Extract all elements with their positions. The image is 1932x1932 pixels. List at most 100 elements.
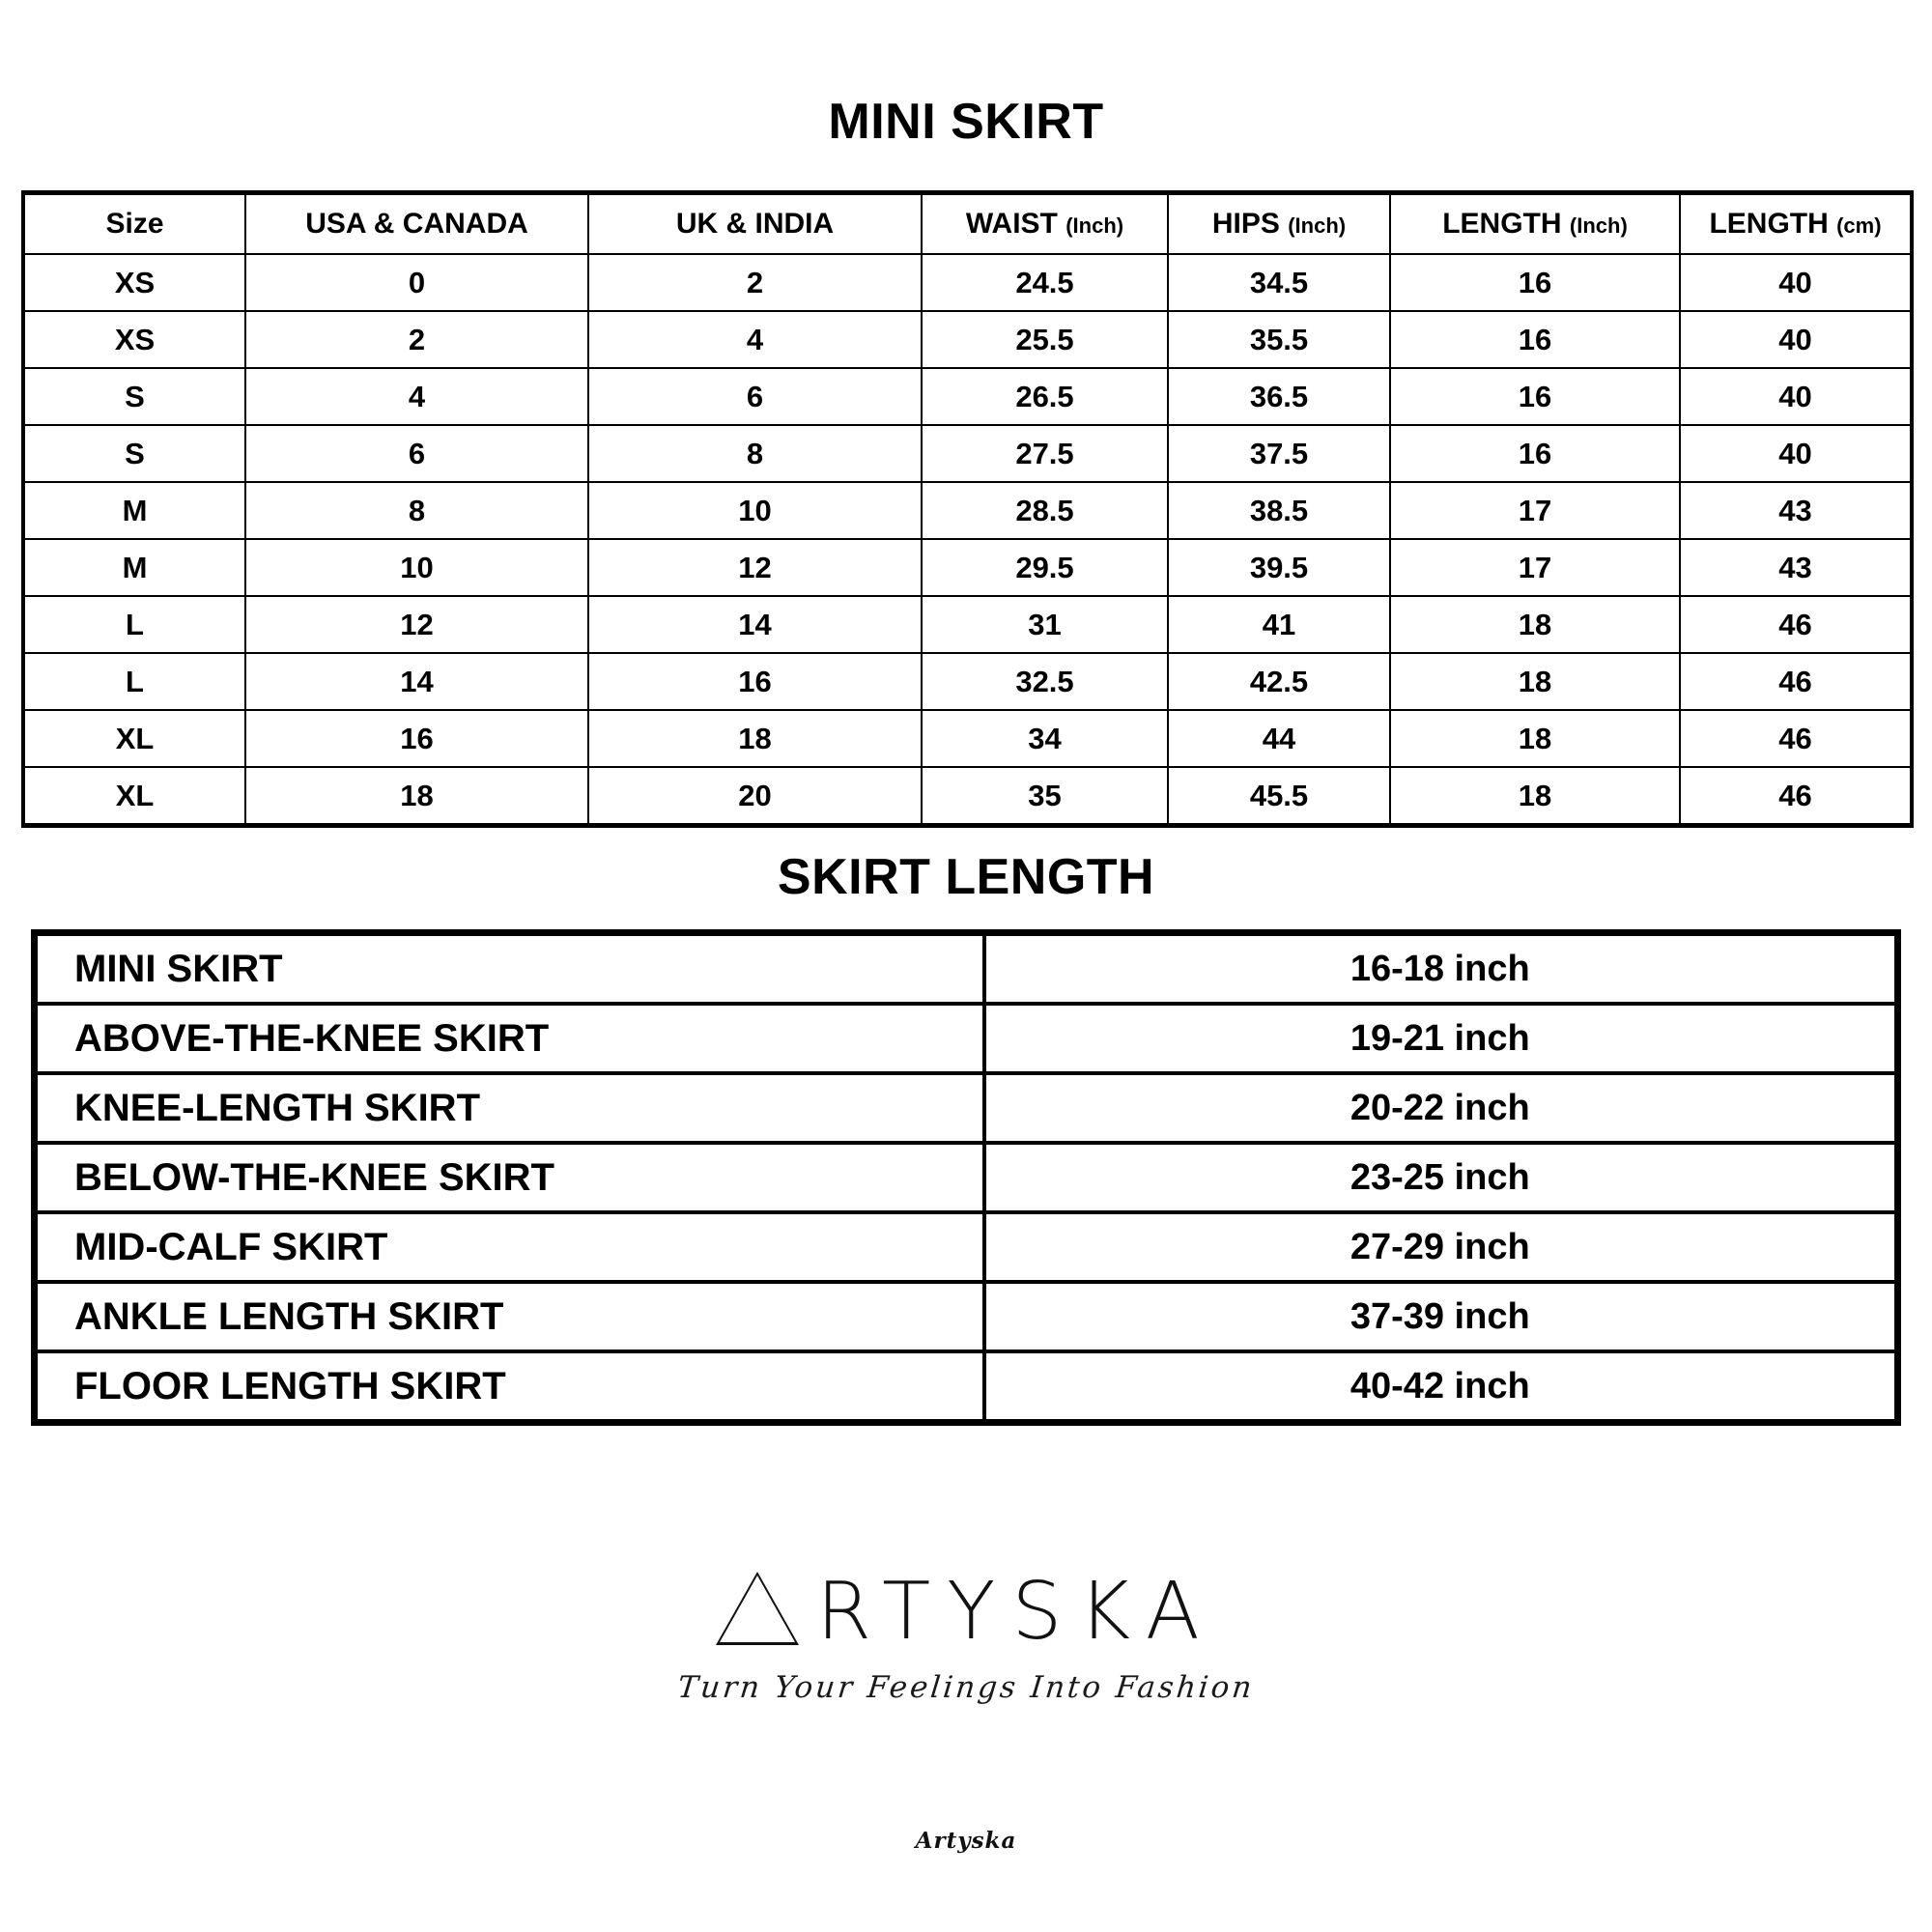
column-header-usa-canada: USA & CANADA xyxy=(244,190,589,255)
skirt-length-name: ABOVE-THE-KNEE SKIRT xyxy=(30,1002,986,1075)
cell-length-cm: 40 xyxy=(1679,367,1914,426)
cell-usa-canada: 0 xyxy=(244,253,589,312)
list-item: MINI SKIRT 16-18 inch xyxy=(30,929,1901,1006)
skirt-length-value: 27-29 inch xyxy=(981,1210,1901,1284)
cell-length-inch: 16 xyxy=(1389,367,1681,426)
list-item: BELOW-THE-KNEE SKIRT 23-25 inch xyxy=(30,1141,1901,1214)
cell-size: S xyxy=(21,367,246,426)
cell-waist: 24.5 xyxy=(921,253,1169,312)
skirt-length-name: KNEE-LENGTH SKIRT xyxy=(30,1071,986,1145)
cell-length-inch: 16 xyxy=(1389,253,1681,312)
cell-length-cm: 43 xyxy=(1679,538,1914,597)
column-header-waist: WAIST (Inch) xyxy=(921,190,1169,255)
cell-hips: 36.5 xyxy=(1167,367,1391,426)
skirt-length-value: 20-22 inch xyxy=(981,1071,1901,1145)
cell-length-cm: 46 xyxy=(1679,766,1914,828)
cell-waist: 29.5 xyxy=(921,538,1169,597)
cell-uk-india: 4 xyxy=(587,310,923,369)
cell-length-inch: 18 xyxy=(1389,652,1681,711)
cell-hips: 38.5 xyxy=(1167,481,1391,540)
cell-usa-canada: 12 xyxy=(244,595,589,654)
skirt-length-value: 37-39 inch xyxy=(981,1280,1901,1353)
column-header-unit: (Inch) xyxy=(1065,213,1124,238)
cell-size: M xyxy=(21,538,246,597)
size-chart-table: Size USA & CANADA UK & INDIA WAIST (Inch… xyxy=(21,190,1914,828)
cell-uk-india: 8 xyxy=(587,424,923,483)
table-row: XS 0 2 24.5 34.5 16 40 xyxy=(21,253,1914,312)
cell-size: XS xyxy=(21,310,246,369)
skirt-length-name: MID-CALF SKIRT xyxy=(30,1210,986,1284)
skirt-length-value: 23-25 inch xyxy=(981,1141,1901,1214)
cell-length-cm: 46 xyxy=(1679,595,1914,654)
cell-waist: 35 xyxy=(921,766,1169,828)
skirt-length-name: BELOW-THE-KNEE SKIRT xyxy=(30,1141,986,1214)
cell-waist: 31 xyxy=(921,595,1169,654)
cell-size: XL xyxy=(21,709,246,768)
cell-length-cm: 46 xyxy=(1679,652,1914,711)
cell-uk-india: 20 xyxy=(587,766,923,828)
skirt-length-name: ANKLE LENGTH SKIRT xyxy=(30,1280,986,1353)
cell-uk-india: 12 xyxy=(587,538,923,597)
footer-brand-mark: Artyska xyxy=(915,1828,1017,1854)
list-item: ANKLE LENGTH SKIRT 37-39 inch xyxy=(30,1280,1901,1353)
cell-usa-canada: 10 xyxy=(244,538,589,597)
size-chart-body: XS 0 2 24.5 34.5 16 40 XS 2 4 25.5 35.5 16 40 S 4 6 26.5 3… xyxy=(21,253,1914,828)
cell-uk-india: 10 xyxy=(587,481,923,540)
cell-length-cm: 40 xyxy=(1679,253,1914,312)
column-header-label: UK & INDIA xyxy=(675,208,835,240)
cell-length-inch: 17 xyxy=(1389,481,1681,540)
table-row: M 8 10 28.5 38.5 17 43 xyxy=(21,481,1914,540)
column-header-length-inch: LENGTH (Inch) xyxy=(1389,190,1681,255)
column-header-unit: (Inch) xyxy=(1288,213,1347,238)
cell-hips: 35.5 xyxy=(1167,310,1391,369)
cell-length-inch: 17 xyxy=(1389,538,1681,597)
cell-length-inch: 16 xyxy=(1389,310,1681,369)
column-header-label: LENGTH xyxy=(1709,208,1829,240)
skirt-length-name: MINI SKIRT xyxy=(30,929,986,1006)
page-title: MINI SKIRT xyxy=(828,94,1104,150)
skirt-length-value: 40-42 inch xyxy=(981,1350,1901,1426)
cell-usa-canada: 2 xyxy=(244,310,589,369)
cell-waist: 32.5 xyxy=(921,652,1169,711)
cell-uk-india: 2 xyxy=(587,253,923,312)
column-header-hips: HIPS (Inch) xyxy=(1167,190,1391,255)
column-header-label: WAIST xyxy=(965,208,1058,240)
column-header-label: LENGTH xyxy=(1442,208,1562,240)
column-header-uk-india: UK & INDIA xyxy=(587,190,923,255)
cell-size: XL xyxy=(21,766,246,828)
size-chart-header-row: Size USA & CANADA UK & INDIA WAIST (Inch… xyxy=(21,190,1914,255)
skirt-length-body: MINI SKIRT 16-18 inch ABOVE-THE-KNEE SKIRT… xyxy=(30,929,1901,1426)
cell-length-inch: 16 xyxy=(1389,424,1681,483)
cell-waist: 27.5 xyxy=(921,424,1169,483)
cell-length-cm: 43 xyxy=(1679,481,1914,540)
column-header-unit: (Inch) xyxy=(1569,213,1628,238)
cell-hips: 37.5 xyxy=(1167,424,1391,483)
cell-hips: 45.5 xyxy=(1167,766,1391,828)
cell-waist: 25.5 xyxy=(921,310,1169,369)
brand-block: RTYSKA Turn Your Feelings Into Fashion xyxy=(0,1560,1932,1705)
table-row: S 6 8 27.5 37.5 16 40 xyxy=(21,424,1914,483)
cell-usa-canada: 18 xyxy=(244,766,589,828)
skirt-length-table: MINI SKIRT 16-18 inch ABOVE-THE-KNEE SKIRT… xyxy=(30,929,1901,1426)
cell-usa-canada: 6 xyxy=(244,424,589,483)
cell-waist: 28.5 xyxy=(921,481,1169,540)
table-row: XL 18 20 35 45.5 18 46 xyxy=(21,766,1914,828)
list-item: FLOOR LENGTH SKIRT 40-42 inch xyxy=(30,1350,1901,1426)
cell-size: M xyxy=(21,481,246,540)
cell-length-cm: 46 xyxy=(1679,709,1914,768)
cell-waist: 26.5 xyxy=(921,367,1169,426)
column-header-label: USA & CANADA xyxy=(305,208,528,240)
cell-hips: 41 xyxy=(1167,595,1391,654)
cell-length-cm: 40 xyxy=(1679,424,1914,483)
brand-tagline: Turn Your Feelings Into Fashion xyxy=(675,1670,1257,1705)
cell-size: XS xyxy=(21,253,246,312)
list-item: MID-CALF SKIRT 27-29 inch xyxy=(30,1210,1901,1284)
cell-hips: 34.5 xyxy=(1167,253,1391,312)
column-header-unit: (cm) xyxy=(1836,213,1882,238)
skirt-length-value: 19-21 inch xyxy=(981,1002,1901,1075)
column-header-size: Size xyxy=(21,190,246,255)
cell-waist: 34 xyxy=(921,709,1169,768)
cell-size: L xyxy=(21,652,246,711)
list-item: ABOVE-THE-KNEE SKIRT 19-21 inch xyxy=(30,1002,1901,1075)
